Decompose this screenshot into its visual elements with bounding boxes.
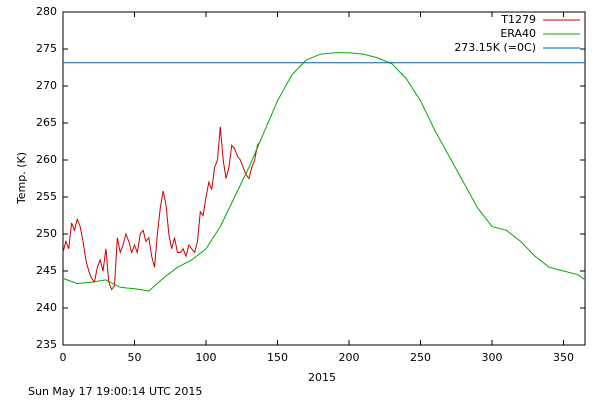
footer: Sun May 17 19:00:14 UTC 2015 <box>28 385 202 398</box>
y-tick-label: 275 <box>36 42 57 55</box>
y-tick-label: 245 <box>36 264 57 277</box>
y-tick-label: 235 <box>36 338 57 351</box>
y-tick-label: 255 <box>36 190 57 203</box>
x-tick-label: 100 <box>196 351 217 364</box>
x-tick-label: 50 <box>128 351 142 364</box>
x-tick-label: 350 <box>553 351 574 364</box>
x-tick-label: 300 <box>482 351 503 364</box>
series-line <box>62 126 260 291</box>
y-tick-label: 280 <box>36 5 57 18</box>
y-tick-label: 270 <box>36 79 57 92</box>
plot-frame <box>62 11 586 346</box>
x-tick-label: 150 <box>267 351 288 364</box>
legend-label: T1279 <box>500 13 536 26</box>
x-axis-label: 2015 <box>308 371 336 384</box>
x-tick-label: 250 <box>410 351 431 364</box>
x-tick-label: 200 <box>339 351 360 364</box>
legend-label: 273.15K (=0C) <box>454 41 536 54</box>
y-tick-label: 260 <box>36 153 57 166</box>
y-tick-label: 250 <box>36 227 57 240</box>
series-line <box>62 52 586 292</box>
x-tick-label: 0 <box>60 351 67 364</box>
y-tick-label: 240 <box>36 301 57 314</box>
y-tick-label: 265 <box>36 116 57 129</box>
y-axis-label: Temp. (K) <box>15 152 28 205</box>
legend-label: ERA40 <box>500 27 536 40</box>
